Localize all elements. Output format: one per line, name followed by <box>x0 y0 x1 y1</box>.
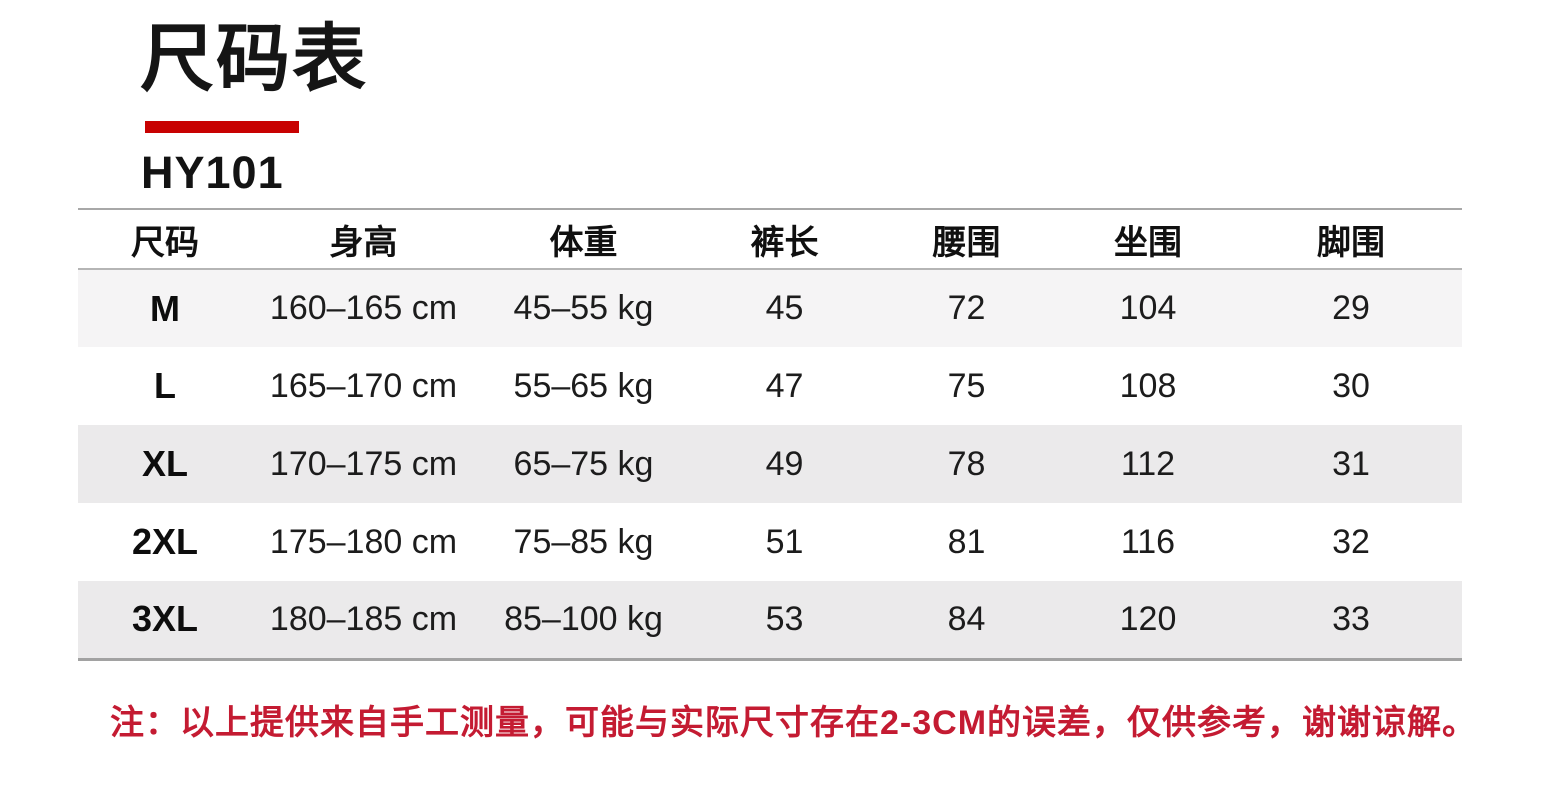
cell-waist: 78 <box>947 444 986 483</box>
header-weight: 体重 <box>549 223 618 262</box>
cell-waist: 84 <box>947 599 986 638</box>
cell-hip: 108 <box>1119 366 1177 405</box>
header-leg-opening: 脚围 <box>1317 223 1385 262</box>
header-height: 身高 <box>329 223 398 262</box>
table-row: L 165–170 cm 55–65 kg 47 75 108 30 <box>78 347 1462 425</box>
cell-pants-length: 47 <box>765 366 804 405</box>
cell-waist: 75 <box>947 366 986 405</box>
cell-hip: 104 <box>1119 289 1177 327</box>
cell-pants-length: 45 <box>765 289 804 327</box>
cell-waist: 72 <box>947 289 986 327</box>
cell-leg-opening: 30 <box>1332 366 1370 405</box>
table-row: XL 170–175 cm 65–75 kg 49 78 112 31 <box>78 425 1462 503</box>
header-hip: 坐围 <box>1114 223 1182 262</box>
measurement-note: 注：以上提供来自手工测量，可能与实际尺寸存在2-3CM的误差，仅供参考，谢谢谅解… <box>110 704 1478 742</box>
cell-size: L <box>154 365 176 406</box>
cell-leg-opening: 31 <box>1332 444 1370 483</box>
cell-waist: 81 <box>947 522 986 561</box>
cell-weight: 55–65 kg <box>513 366 654 405</box>
cell-weight: 65–75 kg <box>513 444 654 483</box>
page-title: 尺码表 <box>140 17 368 100</box>
cell-pants-length: 53 <box>765 599 804 638</box>
cell-leg-opening: 33 <box>1332 599 1370 638</box>
size-chart-table: 尺码 身高 体重 裤长 腰围 坐围 脚围 M 160–165 cm 45–55 … <box>78 208 1462 661</box>
cell-size: 3XL <box>131 598 199 640</box>
cell-hip: 116 <box>1120 522 1176 561</box>
cell-weight: 75–85 kg <box>513 522 654 561</box>
cell-hip: 112 <box>1120 444 1176 483</box>
header-waist: 腰围 <box>932 223 1001 262</box>
cell-pants-length: 49 <box>765 444 804 483</box>
cell-weight: 45–55 kg <box>513 289 654 327</box>
cell-hip: 120 <box>1119 599 1177 638</box>
cell-pants-length: 51 <box>765 522 804 561</box>
title-accent-bar <box>145 121 299 133</box>
table-row: M 160–165 cm 45–55 kg 45 72 104 29 <box>78 269 1462 347</box>
header-size: 尺码 <box>131 223 199 262</box>
cell-height: 170–175 cm <box>269 444 458 483</box>
cell-leg-opening: 29 <box>1332 289 1370 327</box>
cell-height: 180–185 cm <box>269 599 458 638</box>
table-row: 3XL 180–185 cm 85–100 kg 53 84 120 33 <box>78 581 1462 659</box>
cell-weight: 85–100 kg <box>504 599 663 638</box>
cell-size: XL <box>141 443 188 484</box>
header-pants-length: 裤长 <box>750 223 819 262</box>
cell-height: 160–165 cm <box>269 289 458 327</box>
cell-height: 175–180 cm <box>269 522 458 561</box>
cell-height: 165–170 cm <box>269 366 458 405</box>
table-row: 2XL 175–180 cm 75–85 kg 51 81 116 32 <box>78 503 1462 581</box>
table-header-row: 尺码 身高 体重 裤长 腰围 坐围 脚围 <box>78 209 1462 269</box>
cell-size: M <box>150 287 180 329</box>
cell-size: 2XL <box>131 521 199 562</box>
model-code: HY101 <box>141 147 284 198</box>
cell-leg-opening: 32 <box>1332 522 1370 561</box>
